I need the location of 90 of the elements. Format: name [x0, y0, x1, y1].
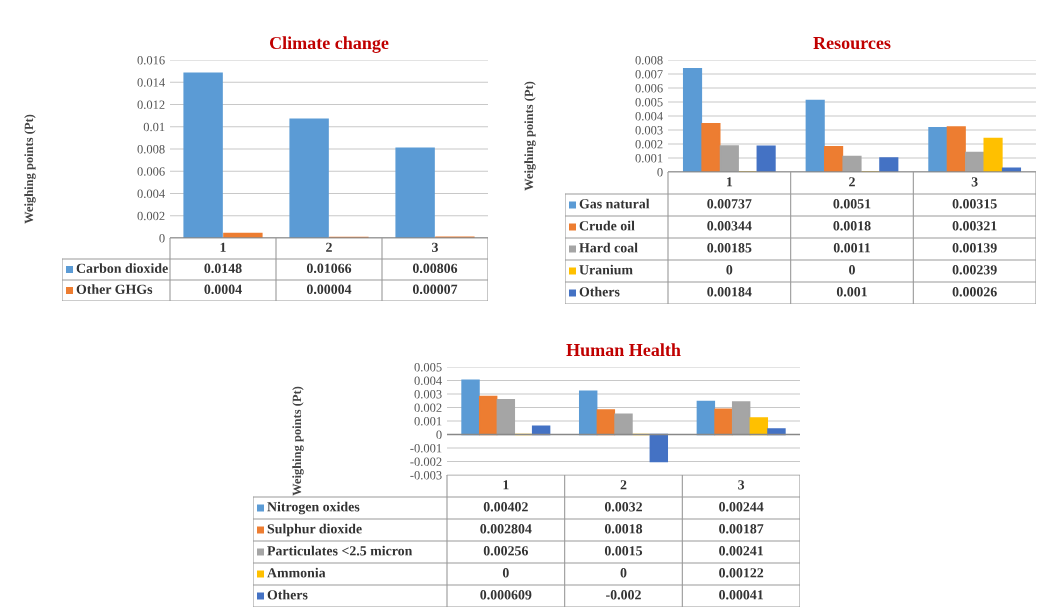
category-label: 1: [503, 480, 509, 490]
y-tick-label: 0.006: [137, 167, 165, 176]
data-label: 0.00041: [719, 590, 764, 600]
y-axis-title: Weighing points (Pt): [292, 386, 304, 496]
y-tick-label: 0.001: [414, 417, 442, 426]
data-label: 0.00344: [707, 221, 752, 231]
data-label: 0.00004: [306, 284, 352, 295]
y-tick-label: 0.003: [414, 390, 442, 399]
data-label: 0.00737: [707, 199, 752, 209]
y-tick-label: 0.001: [635, 154, 663, 163]
y-tick-label: 0: [159, 234, 165, 243]
data-label: 0.00315: [952, 199, 997, 209]
y-tick-label: 0.005: [635, 98, 663, 107]
y-tick-label: 0: [436, 430, 442, 439]
data-label: 0: [726, 265, 733, 275]
y-tick-label: 0.003: [635, 126, 663, 135]
legend-label: Crude oil: [579, 220, 635, 231]
y-tick-label: -0.002: [410, 457, 442, 467]
y-tick-label: 0.016: [137, 56, 165, 65]
legend-label: Others: [579, 286, 620, 297]
data-label: 0.00026: [952, 287, 997, 297]
data-label: 0.00007: [412, 284, 458, 295]
legend-label: Others: [267, 589, 308, 600]
data-label: 0.00187: [719, 524, 764, 534]
category-label: 1: [220, 242, 226, 252]
y-tick-label: 0.004: [414, 376, 442, 386]
data-label: 0.00244: [719, 502, 764, 512]
category-label: 1: [726, 177, 733, 187]
data-label: 0.00402: [483, 502, 528, 512]
y-tick-label: 0.002: [635, 140, 663, 149]
data-label: 0.0018: [833, 221, 871, 231]
data-label: 0.00184: [707, 287, 752, 297]
data-label: 0.01066: [306, 263, 352, 274]
data-label: 0.00256: [483, 546, 528, 556]
data-label: 0.00239: [952, 265, 997, 275]
chart-title: Human Health: [566, 343, 681, 357]
y-tick-label: 0.004: [137, 189, 165, 199]
data-label: 0.0051: [833, 199, 871, 209]
y-tick-label: 0.01: [143, 122, 165, 132]
y-tick-label: 0.005: [414, 363, 442, 372]
legend-label: Nitrogen oxides: [267, 501, 360, 515]
legend-label: Hard coal: [579, 242, 638, 253]
category-label: 2: [849, 177, 855, 187]
category-label: 2: [326, 242, 332, 252]
y-tick-label: 0.006: [635, 84, 663, 93]
y-tick-label: 0.002: [414, 403, 442, 413]
y-tick-label: 0: [657, 168, 663, 177]
data-label: 0.0015: [604, 546, 643, 556]
y-tick-label: 0.004: [635, 112, 663, 121]
y-tick-label: 0.014: [137, 78, 165, 87]
data-label: 0.00122: [719, 568, 764, 578]
y-tick-label: 0.012: [137, 100, 165, 110]
y-tick-label: -0.003: [410, 471, 442, 480]
data-label: 0: [849, 265, 855, 275]
legend-label: Gas natural: [579, 198, 650, 209]
data-label: 0.00185: [707, 243, 752, 253]
y-tick-label: 0.007: [635, 70, 663, 79]
y-axis-title: Weighing points (Pt): [524, 81, 536, 191]
data-label: 0.002804: [480, 524, 532, 534]
legend-label: Other GHGs: [76, 284, 153, 294]
data-label: 0.00241: [719, 546, 764, 556]
legend-label: Uranium: [579, 264, 633, 275]
legend-label: Carbon dioxide: [76, 263, 168, 273]
chart-title: Resources: [813, 37, 891, 50]
data-label: 0: [620, 568, 627, 578]
data-label: 0.00806: [412, 263, 458, 274]
legend-label: Ammonia: [267, 567, 326, 578]
y-tick-label: 0.008: [137, 145, 165, 154]
category-label: 3: [738, 480, 745, 490]
data-label: 0.00139: [952, 243, 997, 253]
legend-label: Sulphur dioxide: [267, 523, 362, 537]
data-label: 0.00321: [952, 221, 997, 231]
y-tick-label: -0.001: [410, 444, 442, 453]
y-axis-title: Weighing points (Pt): [24, 114, 36, 224]
data-label: 0.000609: [480, 590, 532, 600]
data-label: 0: [502, 568, 509, 578]
category-label: 3: [971, 177, 978, 187]
data-label: 0.0011: [833, 243, 870, 253]
category-label: 2: [620, 480, 627, 490]
y-tick-label: 0.002: [137, 211, 165, 221]
legend-label: Particulates <2.5 micron: [267, 545, 413, 556]
category-label: 3: [432, 242, 438, 252]
data-label: 0.001: [836, 287, 867, 297]
data-label: 0.0148: [204, 263, 242, 274]
data-label: -0.002: [606, 590, 641, 600]
data-label: 0.0018: [604, 524, 643, 534]
data-label: 0.0004: [204, 284, 242, 295]
y-tick-label: 0.008: [635, 56, 663, 65]
data-label: 0.0032: [604, 502, 642, 512]
chart-title: Climate change: [269, 36, 389, 53]
